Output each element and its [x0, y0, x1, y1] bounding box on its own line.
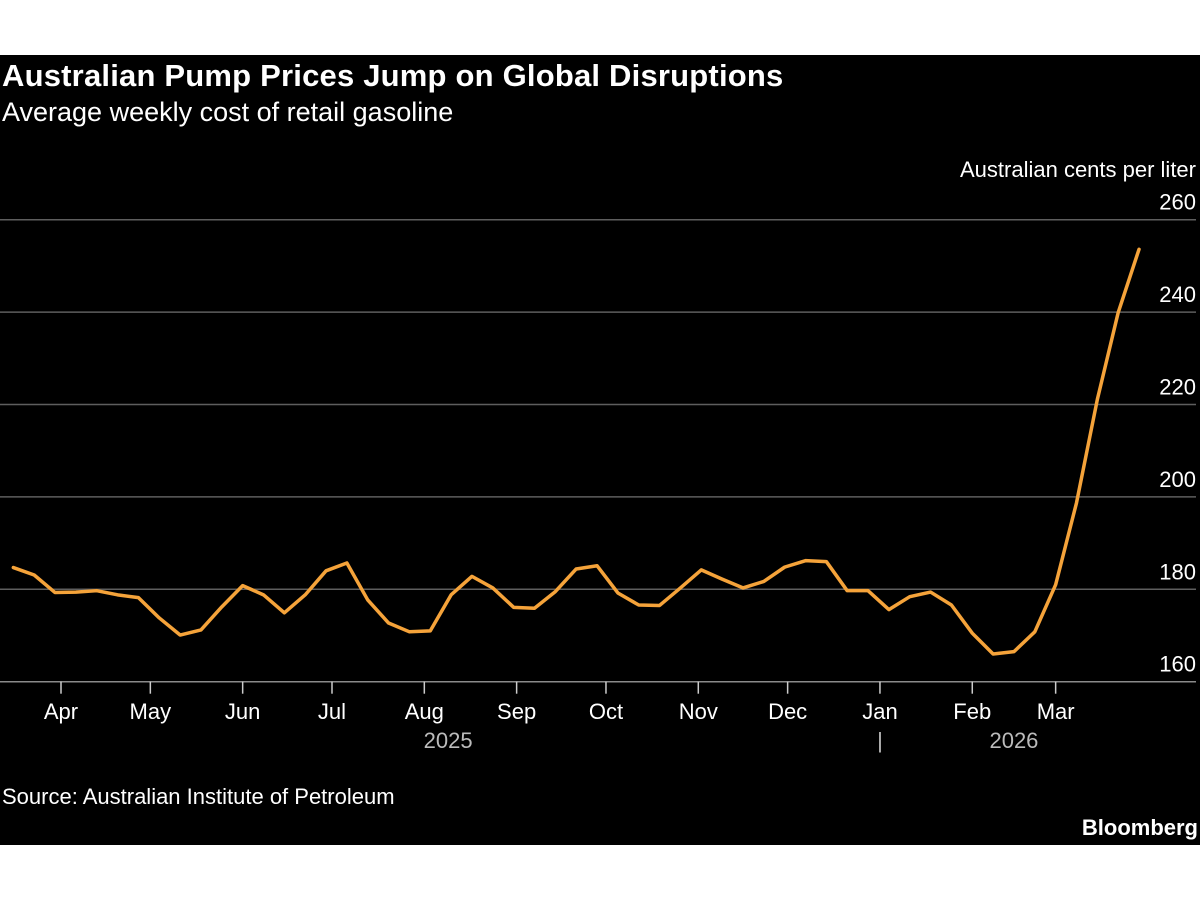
y-tick-label: 240	[1159, 282, 1196, 307]
x-tick-label: Jul	[318, 699, 346, 724]
chart-panel	[0, 55, 1200, 845]
y-tick-label: 160	[1159, 652, 1196, 677]
year-label: 2026	[989, 728, 1038, 753]
y-tick-label: 180	[1159, 559, 1196, 584]
x-tick-label: Jan	[862, 699, 897, 724]
chart-subtitle: Average weekly cost of retail gasoline	[2, 97, 454, 127]
x-tick-label: Sep	[497, 699, 536, 724]
bloomberg-logo: Bloomberg	[1081, 815, 1198, 840]
source-note: Source: Australian Institute of Petroleu…	[2, 784, 395, 809]
x-tick-label: Nov	[679, 699, 718, 724]
x-tick-label: Jun	[225, 699, 260, 724]
y-tick-label: 220	[1159, 375, 1196, 400]
x-tick-label: May	[130, 699, 172, 724]
x-tick-label: Oct	[589, 699, 623, 724]
y-tick-label: 200	[1159, 467, 1196, 492]
x-tick-label: Feb	[953, 699, 991, 724]
year-separator: |	[877, 728, 883, 753]
x-tick-label: Mar	[1037, 699, 1075, 724]
y-tick-label: 260	[1159, 190, 1196, 215]
x-tick-label: Apr	[44, 699, 78, 724]
price-line	[11, 247, 1141, 656]
year-label: 2025	[424, 728, 473, 753]
x-tick-label: Aug	[405, 699, 444, 724]
y-axis-unit-label: Australian cents per liter	[960, 157, 1196, 182]
chart-title: Australian Pump Prices Jump on Global Di…	[2, 58, 784, 93]
x-tick-label: Dec	[768, 699, 807, 724]
